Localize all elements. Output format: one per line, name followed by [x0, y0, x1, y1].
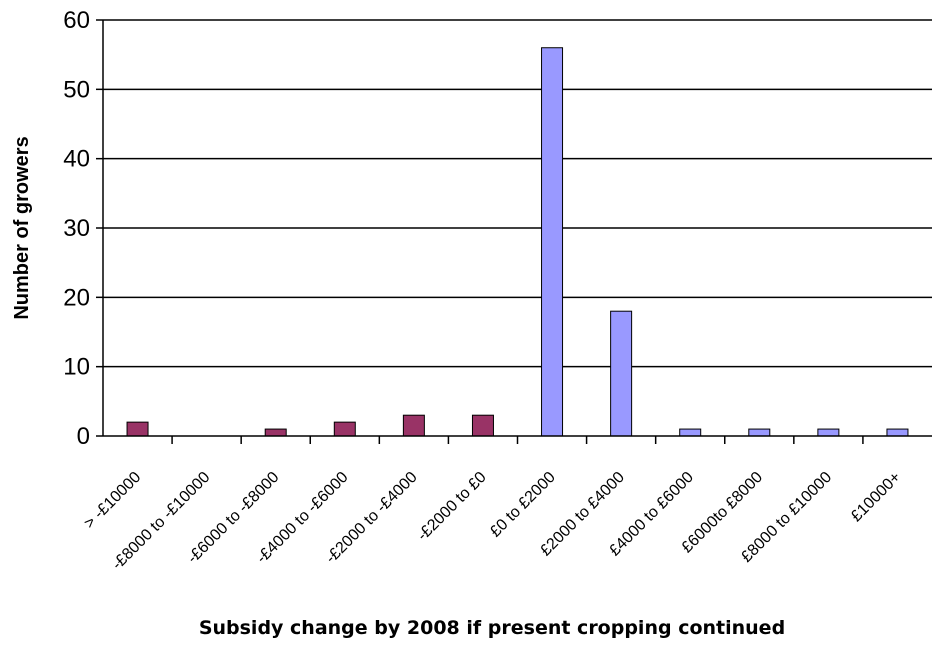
bar — [264, 428, 287, 437]
x-axis-label: Subsidy change by 2008 if present croppi… — [199, 617, 785, 639]
bar — [541, 47, 564, 437]
gridlines — [103, 19, 932, 368]
bar — [748, 428, 771, 437]
bar — [402, 414, 425, 437]
y-tick-label: 20 — [63, 284, 90, 311]
bar — [679, 428, 702, 437]
y-tick-label: 0 — [77, 423, 90, 450]
y-tick-label: 40 — [63, 146, 90, 173]
y-tick-label: 60 — [63, 7, 90, 34]
x-tick-label: £0 to £2000 — [487, 469, 559, 541]
x-tick-label: £10000+ — [848, 469, 904, 525]
y-tick-label: 10 — [63, 354, 90, 381]
x-tick-label: -£2000 to £0 — [414, 469, 490, 545]
bar — [817, 428, 840, 437]
y-tick-label: 30 — [63, 215, 90, 242]
x-tick-label: > -£10000 — [81, 469, 144, 532]
x-axis-ticks: > -£10000-£8000 to -£10000-£6000 to -£80… — [81, 436, 904, 573]
bar — [886, 428, 909, 437]
y-axis-ticks: 0 10 20 30 40 50 60 — [63, 7, 103, 450]
y-tick-label: 50 — [63, 76, 90, 103]
bar — [610, 310, 633, 437]
bar — [471, 414, 494, 437]
bar — [333, 421, 356, 437]
y-axis-label: Number of growers — [11, 136, 33, 319]
bars — [126, 47, 909, 437]
bar — [126, 421, 149, 437]
